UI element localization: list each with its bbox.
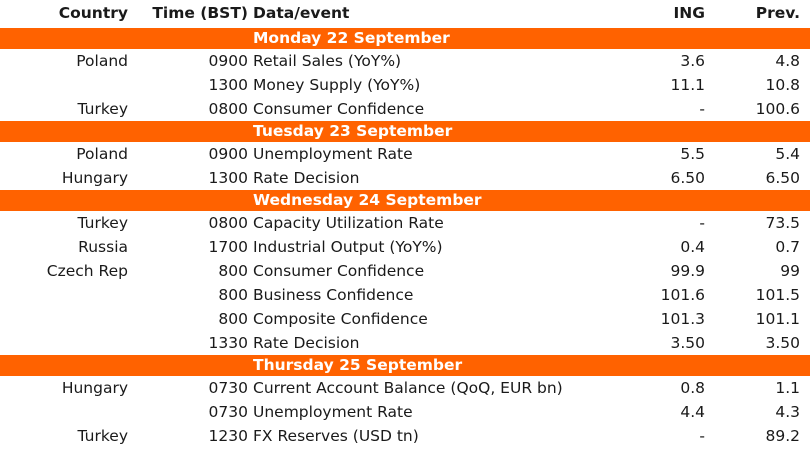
table-row: Turkey 1230 FX Reserves (USD tn) - 89.2 (0, 424, 810, 448)
cell-ing: 6.50 (670, 169, 705, 187)
cell-time: 0800 (208, 100, 248, 118)
table-header-row: Country Time (BST) Data/event ING Prev. (0, 0, 810, 27)
day-header: Wednesday 24 September (0, 190, 810, 211)
day-header: Monday 22 September (0, 27, 810, 49)
day-label: Tuesday 23 September (253, 122, 453, 140)
cell-ing: 101.6 (660, 286, 705, 304)
header-prev: Prev. (755, 4, 800, 22)
cell-event: Retail Sales (YoY%) (253, 52, 402, 70)
table-body: Monday 22 September Poland 0900 Retail Sale… (0, 27, 810, 448)
cell-country: Poland (76, 145, 128, 163)
cell-prev: 89.2 (765, 427, 800, 445)
cell-country: Hungary (61, 169, 128, 187)
cell-country: Hungary (61, 379, 128, 397)
cell-time: 0800 (208, 214, 248, 232)
cell-time: 1330 (208, 334, 248, 352)
cell-country: Czech Rep (46, 262, 128, 280)
cell-prev: 5.4 (775, 145, 800, 163)
cell-prev: 99 (780, 262, 800, 280)
cell-time: 800 (218, 286, 248, 304)
cell-prev: 10.8 (765, 76, 800, 94)
header-event: Data/event (253, 4, 350, 22)
cell-event: Capacity Utilization Rate (253, 214, 444, 232)
header-time: Time (BST) (152, 4, 248, 22)
table-row: 0730 Unemployment Rate 4.4 4.3 (0, 400, 810, 424)
cell-country: Russia (78, 238, 128, 256)
cell-ing: 101.3 (660, 310, 705, 328)
cell-time: 0730 (208, 379, 248, 397)
cell-time: 0900 (208, 52, 248, 70)
table-row: Hungary 0730 Current Account Balance (QoQ,… (0, 376, 810, 400)
cell-time: 1230 (208, 427, 248, 445)
cell-event: Business Confidence (253, 286, 414, 304)
cell-prev: 4.8 (775, 52, 800, 70)
day-label: Monday 22 September (253, 29, 450, 47)
cell-ing: 5.5 (680, 145, 705, 163)
table-row: Turkey 0800 Capacity Utilization Rate - 73.5 (0, 211, 810, 235)
cell-ing: - (699, 427, 705, 445)
cell-ing: 3.50 (670, 334, 705, 352)
cell-ing: 3.6 (680, 52, 705, 70)
table-row: Poland 0900 Unemployment Rate 5.5 5.4 (0, 142, 810, 166)
cell-ing: 0.8 (680, 379, 705, 397)
cell-event: Consumer Confidence (253, 100, 425, 118)
cell-event: Current Account Balance (QoQ, EUR bn) (253, 379, 563, 397)
cell-time: 0730 (208, 403, 248, 421)
cell-event: Unemployment Rate (253, 403, 413, 421)
table-row: Czech Rep 800 Consumer Confidence 99.9 99 (0, 259, 810, 283)
cell-time: 1700 (208, 238, 248, 256)
day-label: Wednesday 24 September (253, 191, 482, 209)
cell-prev: 1.1 (775, 379, 800, 397)
cell-time: 1300 (208, 76, 248, 94)
cell-prev: 6.50 (765, 169, 800, 187)
cell-event: Composite Confidence (253, 310, 428, 328)
cell-prev: 3.50 (765, 334, 800, 352)
cell-prev: 100.6 (755, 100, 800, 118)
cell-ing: 4.4 (680, 403, 705, 421)
cell-prev: 101.5 (755, 286, 800, 304)
cell-country: Turkey (77, 100, 128, 118)
cell-time: 800 (218, 262, 248, 280)
table-row: 1300 Money Supply (YoY%) 11.1 10.8 (0, 73, 810, 97)
table-row: 800 Business Confidence 101.6 101.5 (0, 283, 810, 307)
cell-time: 800 (218, 310, 248, 328)
day-label: Thursday 25 September (253, 356, 463, 374)
day-header: Tuesday 23 September (0, 121, 810, 142)
cell-ing: 99.9 (670, 262, 705, 280)
cell-prev: 101.1 (755, 310, 800, 328)
table-row: Turkey 0800 Consumer Confidence - 100.6 (0, 97, 810, 121)
header-country: Country (58, 4, 128, 22)
cell-prev: 73.5 (765, 214, 800, 232)
cell-ing: - (699, 214, 705, 232)
cell-event: Unemployment Rate (253, 145, 413, 163)
table-row: 800 Composite Confidence 101.3 101.1 (0, 307, 810, 331)
table-row: Russia 1700 Industrial Output (YoY%) 0.4 0.7 (0, 235, 810, 259)
economic-calendar-table: Country Time (BST) Data/event ING Prev. … (0, 0, 810, 448)
table-row: Hungary 1300 Rate Decision 6.50 6.50 (0, 166, 810, 190)
cell-ing: 0.4 (680, 238, 705, 256)
cell-event: Rate Decision (253, 334, 360, 352)
day-header: Thursday 25 September (0, 355, 810, 376)
cell-prev: 4.3 (775, 403, 800, 421)
cell-event: FX Reserves (USD tn) (253, 427, 419, 445)
cell-country: Poland (76, 52, 128, 70)
header-ing: ING (673, 4, 705, 22)
cell-event: Consumer Confidence (253, 262, 425, 280)
cell-time: 0900 (208, 145, 248, 163)
cell-event: Industrial Output (YoY%) (253, 238, 443, 256)
cell-event: Money Supply (YoY%) (253, 76, 421, 94)
cell-country: Turkey (77, 214, 128, 232)
table-row: 1330 Rate Decision 3.50 3.50 (0, 331, 810, 355)
cell-ing: 11.1 (670, 76, 705, 94)
cell-country: Turkey (77, 427, 128, 445)
cell-event: Rate Decision (253, 169, 360, 187)
cell-ing: - (699, 100, 705, 118)
cell-prev: 0.7 (775, 238, 800, 256)
cell-time: 1300 (208, 169, 248, 187)
table-row: Poland 0900 Retail Sales (YoY%) 3.6 4.8 (0, 49, 810, 73)
